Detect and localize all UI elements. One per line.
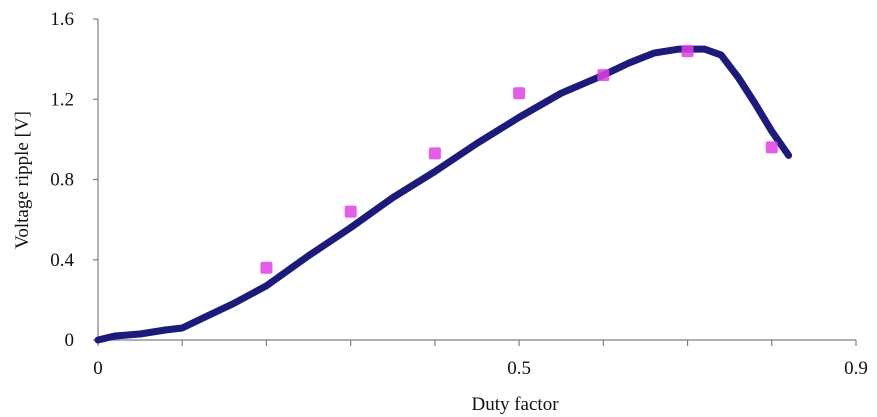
data-point-marker xyxy=(513,87,526,100)
y-axis-title: Voltage ripple [V] xyxy=(12,111,33,249)
x-axis-title: Duty factor xyxy=(471,394,559,415)
data-point-marker xyxy=(260,261,273,274)
y-tick-label: 0 xyxy=(65,330,75,351)
data-point-marker xyxy=(681,45,694,58)
data-point-marker xyxy=(428,147,441,160)
y-tick-label: 0.4 xyxy=(50,250,74,271)
data-point-marker xyxy=(765,141,778,154)
data-point-marker xyxy=(597,69,610,82)
y-tick-label: 1.6 xyxy=(50,9,74,30)
line-series xyxy=(94,45,793,344)
data-point-marker xyxy=(344,205,357,218)
y-tick-label: 0.8 xyxy=(50,170,74,191)
x-tick-label: 0 xyxy=(93,358,103,379)
y-tick-label: 1.2 xyxy=(50,89,74,110)
x-ticks: 0 0.5 0.9 xyxy=(93,340,868,379)
x-tick-label: 0.9 xyxy=(844,358,868,379)
plot-area xyxy=(97,19,856,341)
scatter-series xyxy=(260,45,778,274)
x-tick-label: 0.5 xyxy=(507,358,531,379)
y-ticks: 0 0.4 0.8 1.2 1.6 xyxy=(50,9,98,351)
series-line xyxy=(94,45,793,344)
